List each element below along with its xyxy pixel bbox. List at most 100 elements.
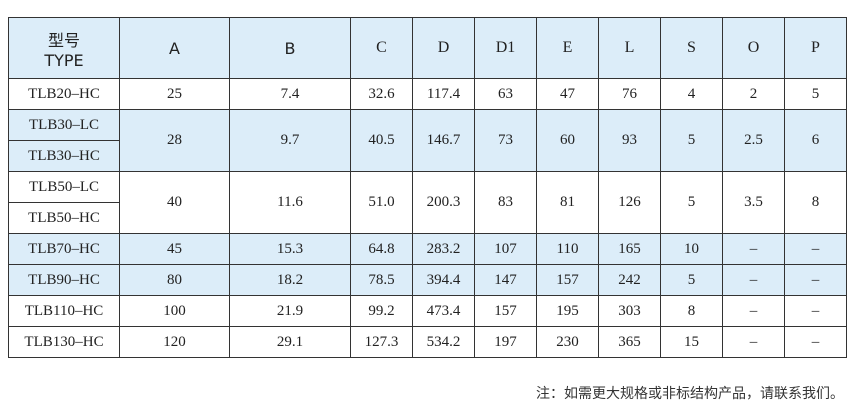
value-cell-l: 165 — [598, 233, 661, 265]
value-cell-d1: 157 — [474, 295, 537, 327]
value-cell-p: – — [784, 233, 847, 265]
value-cell-b: 18.2 — [229, 264, 351, 296]
type-cell: TLB130–HC — [8, 326, 120, 358]
value-cell-d1: 83 — [474, 171, 537, 234]
value-cell-o: – — [722, 233, 785, 265]
value-cell-o: – — [722, 295, 785, 327]
value-cell-e: 195 — [536, 295, 599, 327]
value-cell-s: 5 — [660, 264, 723, 296]
value-cell-d: 534.2 — [412, 326, 475, 358]
col-header-e: E — [536, 17, 599, 79]
value-cell-a: 100 — [119, 295, 230, 327]
value-cell-d: 394.4 — [412, 264, 475, 296]
value-cell-d: 283.2 — [412, 233, 475, 265]
value-cell-c: 51.0 — [350, 171, 413, 234]
value-cell-d1: 63 — [474, 78, 537, 110]
value-cell-b: 7.4 — [229, 78, 351, 110]
value-cell-e: 157 — [536, 264, 599, 296]
footnote: 注：如需更大规格或非标结构产品，请联系我们。 — [536, 386, 844, 402]
value-cell-o: 2 — [722, 78, 785, 110]
value-cell-l: 126 — [598, 171, 661, 234]
type-cell: TLB110–HC — [8, 295, 120, 327]
type-cell: TLB20–HC — [8, 78, 120, 110]
value-cell-p: 8 — [784, 171, 847, 234]
col-header-d1: D1 — [474, 17, 537, 79]
value-cell-o: 3.5 — [722, 171, 785, 234]
value-cell-p: – — [784, 264, 847, 296]
value-cell-e: 60 — [536, 109, 599, 172]
table-row: TLB110–HC 100 21.9 99.2 473.4 157 195 303 8– – — [8, 295, 847, 327]
value-cell-e: 110 — [536, 233, 599, 265]
type-cn: 型号 — [47, 30, 80, 50]
header-row: 型号 TYPE A B C D D1 E L S O P — [8, 17, 847, 79]
value-cell-b: 29.1 — [229, 326, 351, 358]
value-cell-s: 5 — [660, 171, 723, 234]
type-cell: TLB70–HC — [8, 233, 120, 265]
value-cell-p: – — [784, 326, 847, 358]
value-cell-b: 11.6 — [229, 171, 351, 234]
value-cell-b: 9.7 — [229, 109, 351, 172]
table-row: TLB90–HC 80 18.2 78.5 394.4 147 157 242 5– – — [8, 264, 847, 296]
col-header-p: P — [784, 17, 847, 79]
value-cell-s: 15 — [660, 326, 723, 358]
value-cell-l: 242 — [598, 264, 661, 296]
type-cell: TLB50–LC — [8, 171, 120, 203]
type-header: 型号 TYPE — [8, 17, 120, 79]
value-cell-p: 5 — [784, 78, 847, 110]
table-row: TLB30–LC 28 9.7 40.5 146.7 73 60 93 5 2.5 6 — [8, 109, 847, 172]
value-cell-a: 28 — [119, 109, 230, 172]
col-header-l: L — [598, 17, 661, 79]
col-header-b: B — [229, 17, 351, 79]
table-row: TLB50–LC 40 11.6 51.0 200.3 83 81 126 5 3.5 8 — [8, 171, 847, 234]
type-cell: TLB30–HC — [8, 140, 120, 172]
value-cell-c: 64.8 — [350, 233, 413, 265]
value-cell-c: 99.2 — [350, 295, 413, 327]
value-cell-a: 120 — [119, 326, 230, 358]
value-cell-p: – — [784, 295, 847, 327]
value-cell-e: 47 — [536, 78, 599, 110]
value-cell-d1: 147 — [474, 264, 537, 296]
value-cell-b: 21.9 — [229, 295, 351, 327]
value-cell-p: 6 — [784, 109, 847, 172]
value-cell-a: 80 — [119, 264, 230, 296]
col-header-s: S — [660, 17, 723, 79]
type-cell: TLB90–HC — [8, 264, 120, 296]
value-cell-a: 25 — [119, 78, 230, 110]
value-cell-o: – — [722, 326, 785, 358]
table-row: TLB30–HC — [8, 140, 847, 172]
col-header-c: C — [350, 17, 413, 79]
value-cell-o: – — [722, 264, 785, 296]
value-cell-c: 78.5 — [350, 264, 413, 296]
value-cell-d1: 197 — [474, 326, 537, 358]
table-row: TLB130–HC 120 29.1 127.3 534.2 197 230 365 15– – — [8, 326, 847, 358]
value-cell-c: 40.5 — [350, 109, 413, 172]
value-cell-d: 473.4 — [412, 295, 475, 327]
value-cell-l: 365 — [598, 326, 661, 358]
type-en: TYPE — [44, 50, 84, 70]
value-cell-d: 200.3 — [412, 171, 475, 234]
value-cell-c: 32.6 — [350, 78, 413, 110]
spec-table: 型号 TYPE A B C D D1 E L S O P TLB20–HC 25 7.4 32.6 117.… — [8, 17, 847, 358]
type-cell: TLB30–LC — [8, 109, 120, 141]
value-cell-d: 117.4 — [412, 78, 475, 110]
value-cell-l: 303 — [598, 295, 661, 327]
value-cell-e: 230 — [536, 326, 599, 358]
col-header-o: O — [722, 17, 785, 79]
col-header-d: D — [412, 17, 475, 79]
value-cell-s: 4 — [660, 78, 723, 110]
table-row: TLB20–HC 25 7.4 32.6 117.4 63 47 76 4 2 5 — [8, 78, 847, 110]
value-cell-b: 15.3 — [229, 233, 351, 265]
col-header-a: A — [119, 17, 230, 79]
value-cell-a: 40 — [119, 171, 230, 234]
value-cell-a: 45 — [119, 233, 230, 265]
value-cell-l: 93 — [598, 109, 661, 172]
value-cell-d1: 73 — [474, 109, 537, 172]
table-row: TLB50–HC — [8, 202, 847, 234]
value-cell-s: 5 — [660, 109, 723, 172]
value-cell-c: 127.3 — [350, 326, 413, 358]
value-cell-e: 81 — [536, 171, 599, 234]
value-cell-o: 2.5 — [722, 109, 785, 172]
value-cell-l: 76 — [598, 78, 661, 110]
type-cell: TLB50–HC — [8, 202, 120, 234]
value-cell-s: 8 — [660, 295, 723, 327]
